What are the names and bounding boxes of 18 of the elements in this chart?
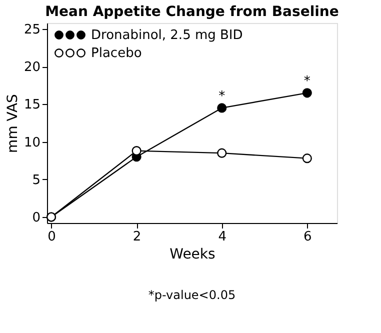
annotation: * [304,74,311,89]
y-tick-label: 15 [24,98,40,113]
x-tick-label: 0 [48,230,56,244]
y-axis-title: mm VAS [4,94,21,153]
chart-title: Mean Appetite Change from Baseline [45,4,339,20]
y-tick-label: 20 [24,60,40,76]
annotation: * [218,88,226,104]
y-tick-label: 10 [24,135,40,150]
text: *p-value<0.05 [148,288,236,302]
x-tick-label: 6 [304,230,312,244]
x-axis-title: Weeks [170,246,216,262]
legend-label: Dronabinol, 2.5 mg BID [91,28,243,43]
x-tick-label: 2 [132,230,142,244]
y-tick-label: 5 [32,172,40,188]
legend-label: Placebo [91,46,142,61]
y-tick-label: 25 [24,22,40,38]
y-tick-label: 0 [32,210,40,226]
x-tick-label: 4 [218,230,226,244]
